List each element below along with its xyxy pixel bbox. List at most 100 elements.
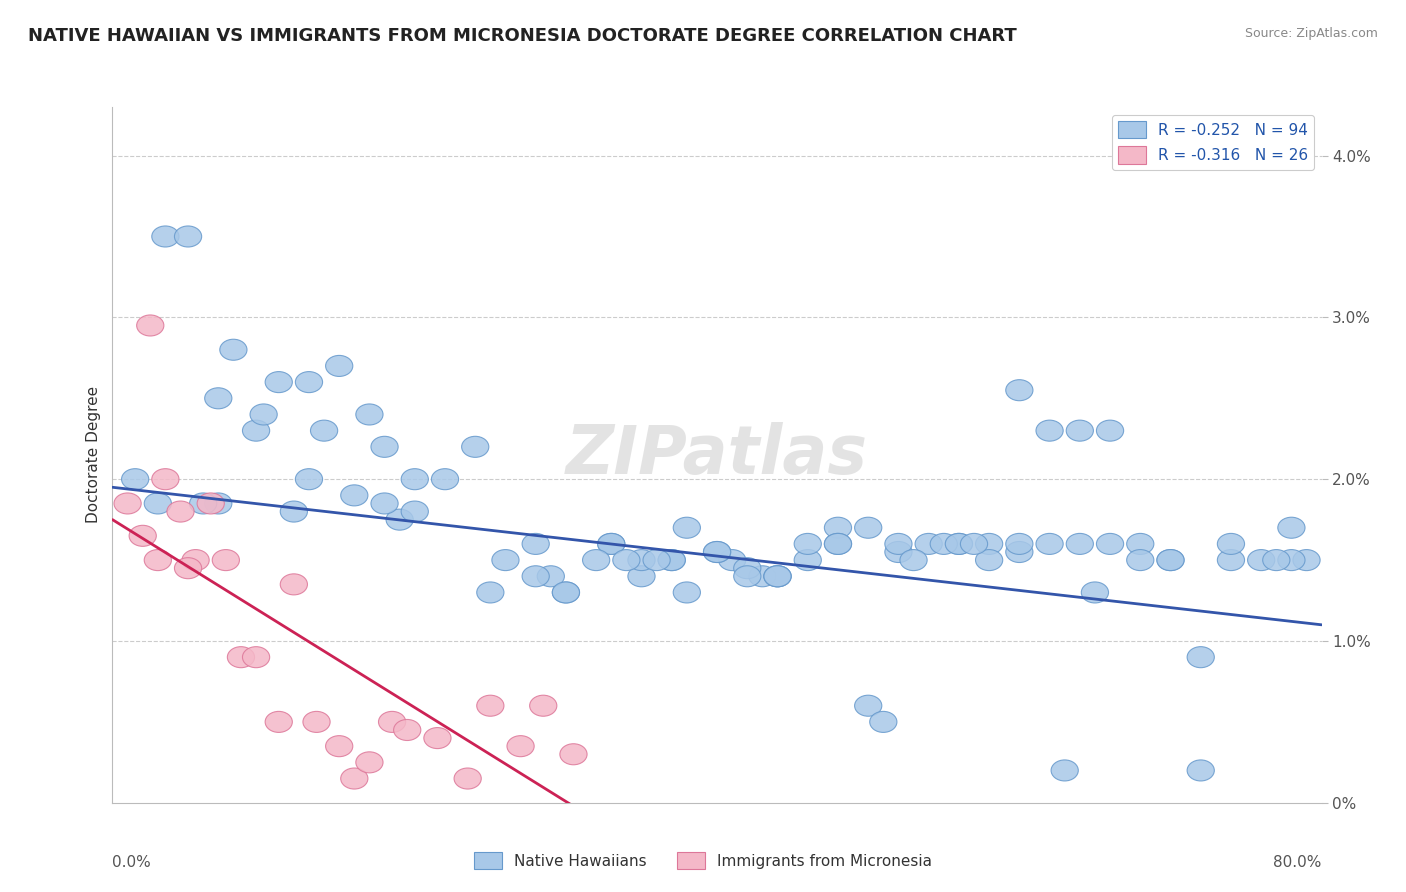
Ellipse shape (1036, 533, 1063, 555)
Ellipse shape (295, 372, 322, 392)
Ellipse shape (1247, 549, 1275, 571)
Ellipse shape (295, 468, 322, 490)
Ellipse shape (522, 533, 550, 555)
Ellipse shape (794, 549, 821, 571)
Text: NATIVE HAWAIIAN VS IMMIGRANTS FROM MICRONESIA DOCTORATE DEGREE CORRELATION CHART: NATIVE HAWAIIAN VS IMMIGRANTS FROM MICRO… (28, 27, 1017, 45)
Ellipse shape (145, 493, 172, 514)
Ellipse shape (1066, 533, 1094, 555)
Ellipse shape (763, 566, 792, 587)
Ellipse shape (242, 647, 270, 668)
Ellipse shape (378, 712, 406, 732)
Ellipse shape (266, 372, 292, 392)
Ellipse shape (915, 533, 942, 555)
Ellipse shape (1066, 420, 1094, 442)
Ellipse shape (1187, 760, 1215, 781)
Ellipse shape (340, 768, 368, 789)
Ellipse shape (280, 574, 308, 595)
Ellipse shape (530, 695, 557, 716)
Y-axis label: Doctorate Degree: Doctorate Degree (86, 386, 101, 524)
Ellipse shape (598, 533, 624, 555)
Ellipse shape (371, 493, 398, 514)
Ellipse shape (1097, 533, 1123, 555)
Ellipse shape (855, 517, 882, 538)
Ellipse shape (326, 736, 353, 756)
Text: 0.0%: 0.0% (112, 855, 152, 870)
Ellipse shape (454, 768, 481, 789)
Ellipse shape (598, 533, 624, 555)
Ellipse shape (1278, 517, 1305, 538)
Ellipse shape (145, 549, 172, 571)
Ellipse shape (242, 420, 270, 442)
Ellipse shape (976, 533, 1002, 555)
Ellipse shape (129, 525, 156, 546)
Ellipse shape (824, 517, 852, 538)
Ellipse shape (553, 582, 579, 603)
Ellipse shape (560, 744, 588, 764)
Ellipse shape (423, 728, 451, 748)
Legend: Native Hawaiians, Immigrants from Micronesia: Native Hawaiians, Immigrants from Micron… (468, 846, 938, 875)
Ellipse shape (174, 558, 201, 579)
Ellipse shape (250, 404, 277, 425)
Ellipse shape (371, 436, 398, 458)
Ellipse shape (219, 339, 247, 360)
Ellipse shape (553, 582, 579, 603)
Ellipse shape (855, 695, 882, 716)
Ellipse shape (228, 647, 254, 668)
Ellipse shape (763, 566, 792, 587)
Ellipse shape (931, 533, 957, 555)
Ellipse shape (401, 501, 429, 522)
Ellipse shape (266, 712, 292, 732)
Ellipse shape (1052, 760, 1078, 781)
Ellipse shape (628, 566, 655, 587)
Ellipse shape (167, 501, 194, 522)
Ellipse shape (174, 226, 201, 247)
Ellipse shape (401, 468, 429, 490)
Ellipse shape (461, 436, 489, 458)
Ellipse shape (1294, 549, 1320, 571)
Ellipse shape (763, 566, 792, 587)
Ellipse shape (356, 404, 382, 425)
Ellipse shape (302, 712, 330, 732)
Ellipse shape (477, 582, 503, 603)
Ellipse shape (280, 501, 308, 522)
Ellipse shape (582, 549, 610, 571)
Ellipse shape (945, 533, 973, 555)
Ellipse shape (824, 533, 852, 555)
Ellipse shape (1278, 549, 1305, 571)
Ellipse shape (205, 493, 232, 514)
Text: 80.0%: 80.0% (1274, 855, 1322, 870)
Ellipse shape (1157, 549, 1184, 571)
Text: Source: ZipAtlas.com: Source: ZipAtlas.com (1244, 27, 1378, 40)
Ellipse shape (1005, 380, 1033, 401)
Ellipse shape (870, 712, 897, 732)
Ellipse shape (628, 549, 655, 571)
Ellipse shape (205, 388, 232, 409)
Ellipse shape (432, 468, 458, 490)
Ellipse shape (1036, 420, 1063, 442)
Ellipse shape (394, 720, 420, 740)
Ellipse shape (387, 509, 413, 530)
Ellipse shape (537, 566, 564, 587)
Ellipse shape (326, 355, 353, 376)
Ellipse shape (508, 736, 534, 756)
Ellipse shape (1097, 420, 1123, 442)
Ellipse shape (643, 549, 671, 571)
Ellipse shape (1218, 549, 1244, 571)
Ellipse shape (477, 695, 503, 716)
Ellipse shape (492, 549, 519, 571)
Ellipse shape (945, 533, 973, 555)
Ellipse shape (734, 558, 761, 579)
Ellipse shape (1187, 647, 1215, 668)
Ellipse shape (703, 541, 731, 563)
Ellipse shape (522, 566, 550, 587)
Legend: R = -0.252   N = 94, R = -0.316   N = 26: R = -0.252 N = 94, R = -0.316 N = 26 (1112, 115, 1315, 169)
Ellipse shape (824, 533, 852, 555)
Ellipse shape (114, 493, 141, 514)
Ellipse shape (718, 549, 745, 571)
Ellipse shape (1126, 533, 1154, 555)
Ellipse shape (884, 541, 912, 563)
Ellipse shape (190, 493, 217, 514)
Ellipse shape (340, 485, 368, 506)
Ellipse shape (613, 549, 640, 571)
Ellipse shape (884, 533, 912, 555)
